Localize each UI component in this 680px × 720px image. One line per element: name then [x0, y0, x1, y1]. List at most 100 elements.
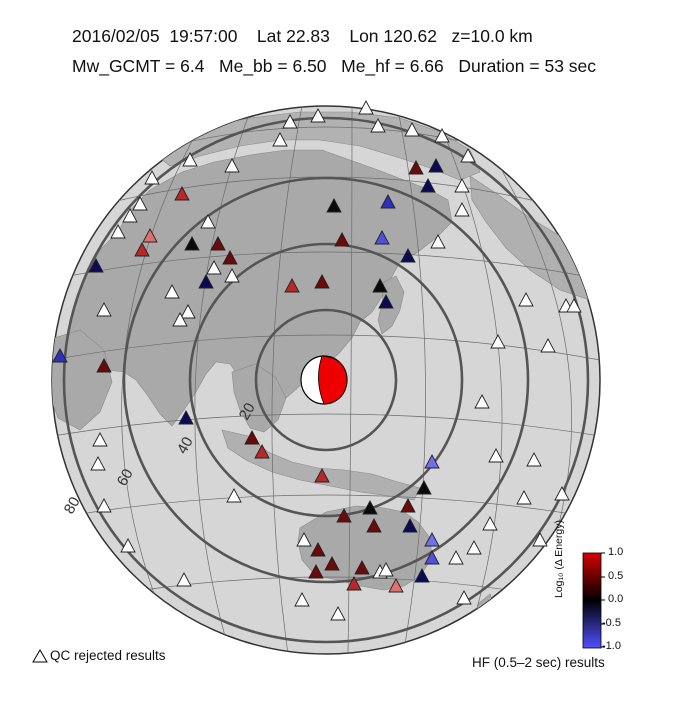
station-triangle [424, 454, 440, 469]
station-triangle [314, 274, 330, 289]
event-lon: Lon 120.62 [349, 26, 437, 46]
landmass-eurasia [61, 149, 453, 427]
ring-label-80: 80 [61, 494, 84, 517]
station-triangle [362, 500, 378, 515]
legend-qc-rejected: QC rejected results [28, 648, 166, 663]
station-triangle [420, 178, 436, 193]
station-qc-rejected-triangle [110, 224, 126, 239]
ring-60 [122, 176, 530, 584]
event-header-line1: 2016/02/05 19:57:00 Lat 22.83 Lon 120.62… [72, 26, 533, 47]
station-triangle [374, 230, 390, 245]
station-triangle [380, 194, 396, 209]
station-triangle [198, 274, 214, 289]
station-qc-rejected-triangle [358, 100, 374, 115]
ring-80 [62, 116, 590, 644]
focal-mechanism-beachball [300, 355, 348, 405]
station-triangle [174, 186, 190, 201]
station-triangle [222, 250, 238, 265]
station-triangle [96, 358, 112, 373]
station-qc-rejected-triangle [540, 338, 556, 353]
station-qc-rejected-triangle [226, 488, 242, 503]
station-qc-rejected-triangle [92, 432, 108, 447]
station-qc-rejected-triangle [96, 498, 112, 513]
station-layer [52, 100, 582, 621]
station-qc-rejected-triangle [310, 108, 326, 123]
station-qc-rejected-triangle [90, 456, 106, 471]
colorbar-tick: 0.0 [608, 593, 624, 605]
station-qc-rejected-triangle [490, 334, 506, 349]
station-qc-rejected-triangle [132, 196, 148, 211]
station-triangle [284, 278, 300, 293]
station-qc-rejected-triangle [466, 540, 482, 555]
mw-gcmt: Mw_GCMT = 6.4 [72, 56, 205, 76]
station-triangle [326, 198, 342, 213]
station-triangle [400, 498, 416, 513]
station-qc-rejected-triangle [206, 260, 222, 275]
station-qc-rejected-triangle [430, 234, 446, 249]
station-qc-rejected-triangle [482, 516, 498, 531]
station-triangle [336, 508, 352, 523]
station-qc-rejected-triangle [532, 532, 548, 547]
legend-hf-results: HF (0.5–2 sec) results [472, 655, 605, 670]
ring-label-20: 20 [236, 400, 259, 423]
station-qc-rejected-triangle [224, 268, 240, 283]
station-triangle [388, 578, 404, 593]
ring-40 [188, 242, 464, 518]
colorbar-title: Log₁₀ (Δ Energy) [553, 520, 565, 598]
me-hf: Me_hf = 6.66 [341, 56, 444, 76]
station-qc-rejected-triangle [516, 490, 532, 505]
distance-rings [62, 116, 590, 644]
station-triangle [424, 550, 440, 565]
station-qc-rejected-triangle [378, 562, 394, 577]
station-triangle [366, 518, 382, 533]
station-qc-rejected-triangle [434, 128, 450, 143]
station-triangle [244, 430, 260, 445]
colorbar-tick: 1.0 [608, 546, 624, 558]
station-qc-rejected-triangle [488, 448, 504, 463]
station-triangle [310, 542, 326, 557]
station-triangle [414, 568, 430, 583]
station-triangle [142, 228, 158, 243]
colorbar-tick: 0.5 [608, 570, 624, 582]
event-lat: Lat 22.83 [256, 26, 330, 46]
station-triangle [324, 556, 340, 571]
station-triangle [178, 410, 194, 425]
duration: Duration = 53 sec [458, 56, 597, 76]
station-triangle [52, 348, 68, 363]
station-qc-rejected-triangle [454, 202, 470, 217]
station-triangle [400, 248, 416, 263]
station-qc-rejected-triangle [456, 590, 472, 605]
station-qc-rejected-triangle [144, 170, 160, 185]
station-qc-rejected-triangle [296, 532, 312, 547]
station-qc-rejected-triangle [330, 606, 346, 621]
colorbar-tick: -0.5 [602, 617, 621, 629]
station-qc-rejected-triangle [554, 486, 570, 501]
station-triangle [354, 560, 370, 575]
station-triangle [378, 294, 394, 309]
station-qc-rejected-triangle [120, 538, 136, 553]
colorbar-gradient [582, 552, 602, 649]
station-triangle [184, 236, 200, 251]
ring-label-40: 40 [174, 434, 197, 457]
station-triangle [314, 468, 330, 483]
station-qc-rejected-triangle [454, 178, 470, 193]
station-qc-rejected-triangle [448, 550, 464, 565]
event-time: 19:57:00 [169, 26, 238, 46]
station-qc-rejected-triangle [172, 312, 188, 327]
station-triangle [416, 480, 432, 495]
station-triangle [334, 232, 350, 247]
station-qc-rejected-triangle [460, 148, 476, 163]
event-date: 2016/02/05 [72, 26, 160, 46]
colorbar [582, 552, 605, 649]
station-triangle [428, 158, 444, 173]
event-depth: z=10.0 km [451, 26, 533, 46]
station-qc-rejected-triangle [180, 304, 196, 319]
station-triangle [134, 242, 150, 257]
station-qc-rejected-triangle [96, 302, 112, 317]
station-qc-rejected-triangle [272, 132, 288, 147]
station-qc-rejected-triangle [176, 572, 192, 587]
station-triangle [408, 160, 424, 175]
station-triangle [402, 518, 418, 533]
me-bb: Me_bb = 6.50 [219, 56, 327, 76]
